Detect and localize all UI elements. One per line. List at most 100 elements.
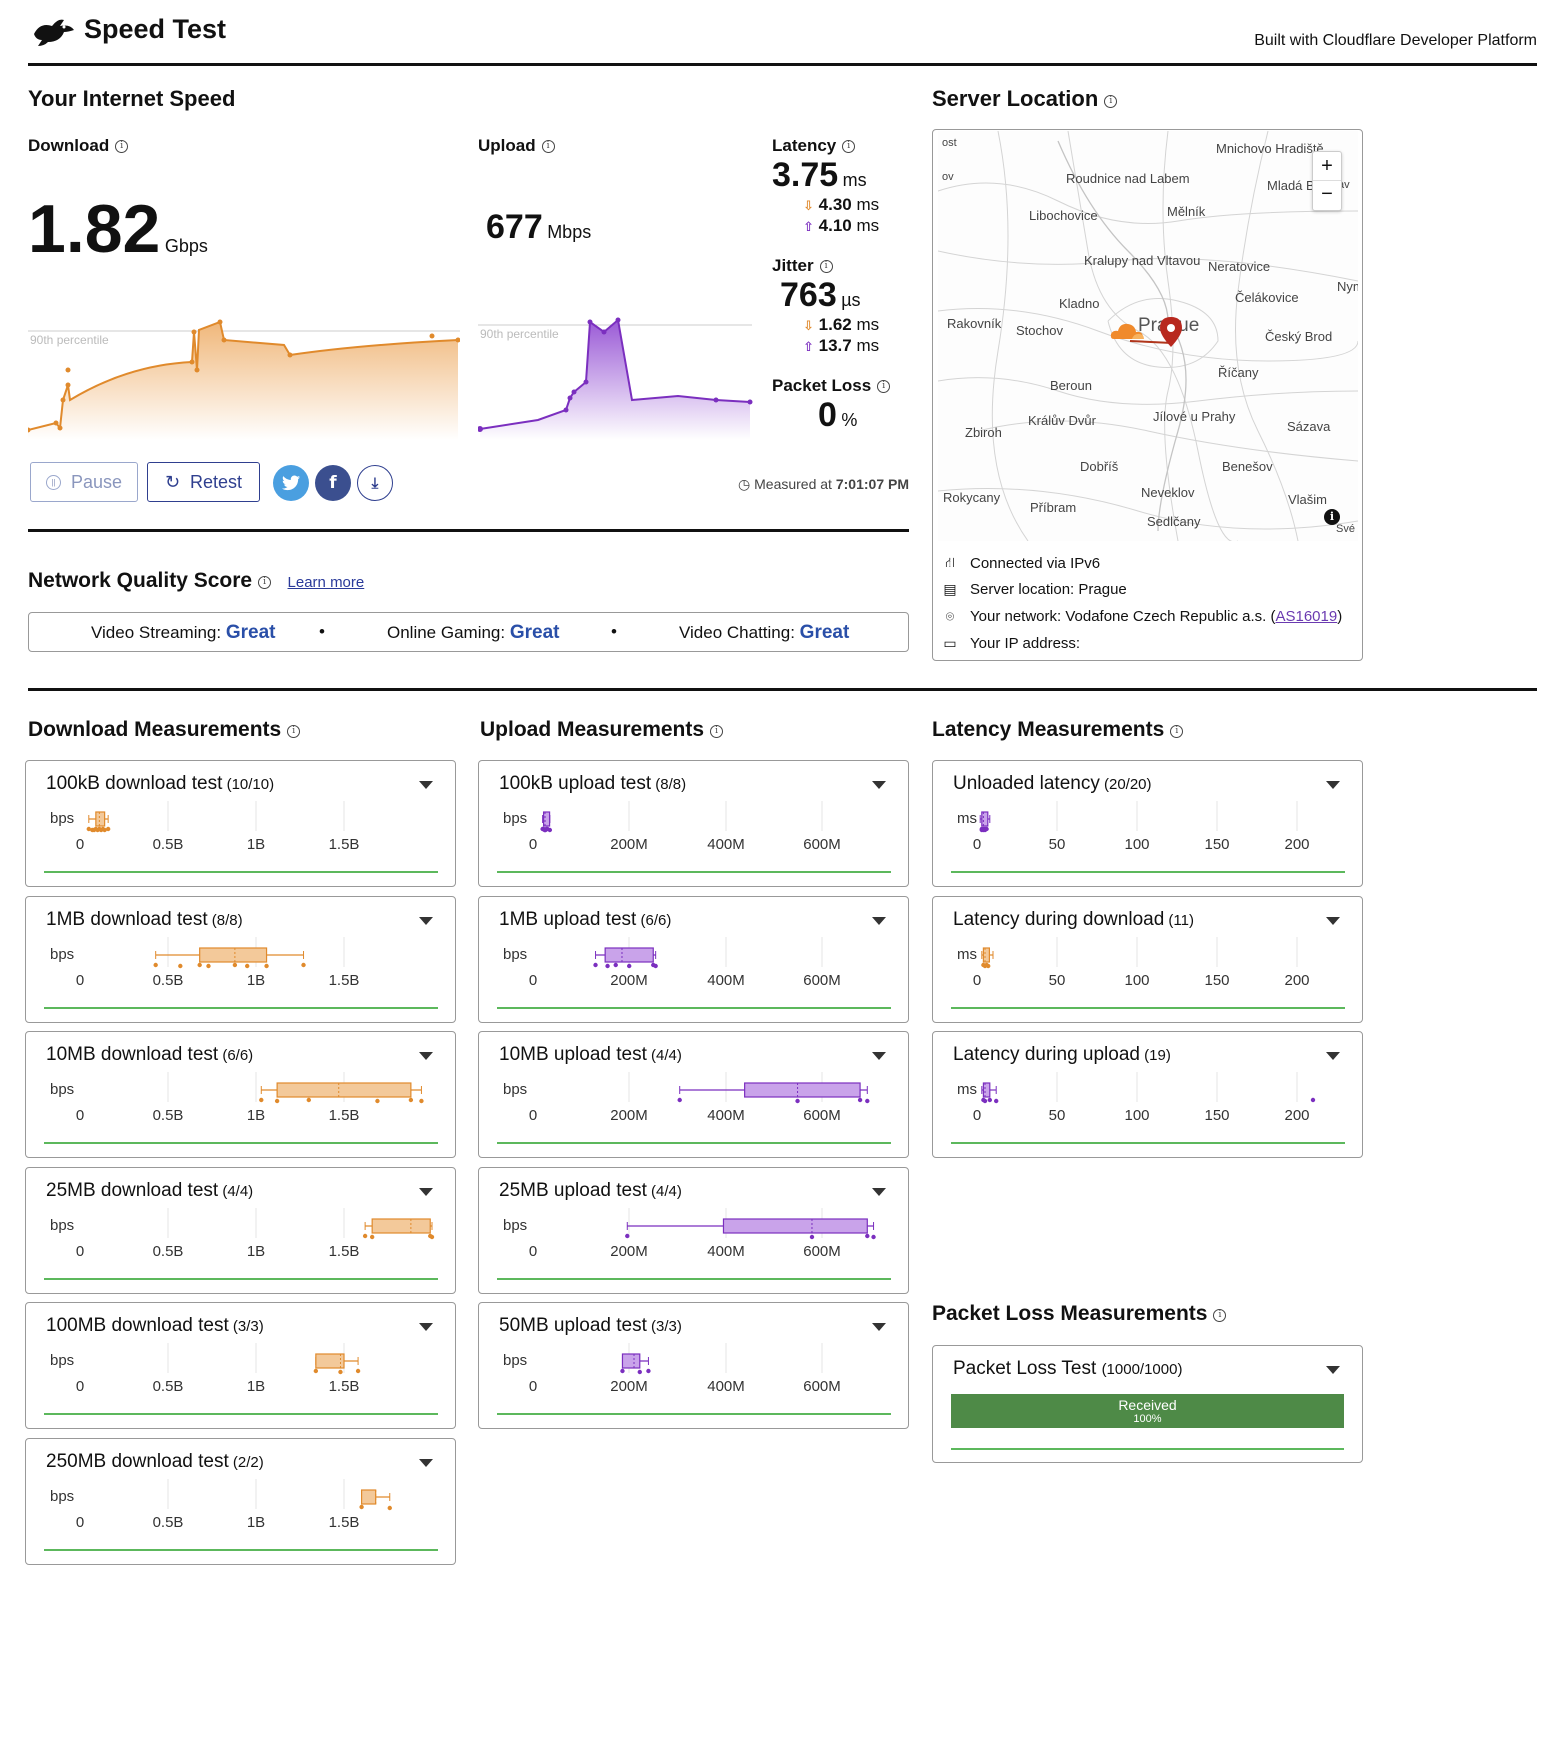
ip-row: ▭ Your IP address: — [943, 635, 1081, 652]
twitter-share-button[interactable] — [273, 465, 309, 501]
jitter-download: ⇩ 1.62 ms — [803, 315, 880, 334]
axis-tick-label: 1B — [247, 1514, 265, 1531]
download-test-card-title: 10MB download test (6/6) — [46, 1044, 254, 1065]
data-point — [865, 1098, 870, 1104]
axis-tick-label: 200 — [1284, 836, 1309, 853]
info-icon[interactable]: i — [1213, 1309, 1227, 1323]
chevron-down-icon[interactable] — [419, 1187, 433, 1196]
info-icon[interactable]: i — [541, 140, 555, 154]
data-point — [86, 826, 91, 832]
info-icon[interactable]: i — [115, 140, 129, 154]
retest-button[interactable]: ↻ Retest — [147, 462, 260, 502]
chevron-down-icon[interactable] — [872, 1323, 886, 1331]
asn-link[interactable]: AS16019 — [1275, 608, 1338, 625]
axis-tick-label: 0.5B — [153, 972, 184, 989]
axis-tick-label: 0 — [76, 1243, 84, 1260]
learn-more-link[interactable]: Learn more — [287, 574, 365, 591]
upload-test-card[interactable]: 10MB upload test (4/4) bps 0 200M 400M 600M — [478, 1031, 909, 1158]
map-label: Kladno — [1059, 296, 1100, 311]
map-label: Říčany — [1218, 365, 1259, 380]
map-label: Zbiroh — [965, 425, 1002, 440]
chevron-down-icon[interactable] — [872, 781, 886, 789]
info-icon[interactable]: i — [842, 140, 856, 154]
latency-measurements-title-row: Latency Measurements i — [932, 718, 1184, 742]
data-point — [153, 962, 158, 967]
info-icon[interactable]: i — [1170, 725, 1184, 739]
map-label: Své — [1336, 523, 1355, 535]
zoom-in-button[interactable]: + — [1313, 152, 1341, 181]
chevron-down-icon[interactable] — [872, 1187, 886, 1196]
axis-tick-label: 0 — [76, 1107, 84, 1124]
facebook-share-button[interactable]: f — [315, 465, 351, 501]
upload-test-card[interactable]: 100kB upload test (8/8) bps 0 200M 400M 600M — [478, 760, 909, 887]
packet-measurements-title-row: Packet Loss Measurements i — [932, 1302, 1227, 1326]
chevron-down-icon[interactable] — [419, 781, 433, 789]
chevron-down-icon[interactable] — [1326, 1366, 1340, 1374]
built-with-link[interactable]: Built with Cloudflare Developer Platform — [1254, 32, 1537, 49]
map-label: Sázava — [1287, 419, 1331, 434]
upload-arrow-icon: ⇧ — [803, 339, 814, 354]
chevron-down-icon[interactable] — [1326, 1052, 1340, 1060]
chevron-down-icon[interactable] — [419, 916, 433, 925]
info-icon[interactable]: i — [819, 260, 833, 274]
axis-unit-label: bps — [50, 1081, 74, 1098]
info-icon[interactable]: i — [1104, 95, 1118, 109]
axis-tick-label: 0.5B — [153, 1107, 184, 1124]
box — [981, 811, 989, 827]
chevron-down-icon[interactable] — [872, 916, 886, 925]
download-test-card-title: 1MB download test (8/8) — [46, 908, 243, 930]
data-point — [102, 827, 107, 833]
upload-test-card[interactable]: 50MB upload test (3/3) bps 0 200M 400M 600M — [478, 1302, 909, 1429]
upload-test-card[interactable]: 1MB upload test (6/6) bps 0 200M 400M 600M — [478, 895, 909, 1023]
server-title-row: Server Location i — [932, 86, 1118, 112]
map-attribution-info-icon[interactable]: i — [1324, 509, 1340, 525]
download-test-card[interactable]: 100MB download test (3/3) bps 0 0.5B 1B 1.5B — [25, 1302, 456, 1429]
axis-unit-label: bps — [50, 1217, 74, 1234]
map-label: Roudnice nad Labem — [1066, 171, 1190, 186]
chevron-down-icon[interactable] — [419, 1323, 433, 1331]
map-label: Rokycany — [943, 490, 1001, 505]
data-point — [178, 963, 183, 968]
info-icon[interactable]: i — [287, 725, 301, 739]
map-label: Kralupy nad Vltavou — [1084, 253, 1201, 268]
pause-button[interactable]: || Pause — [30, 462, 138, 502]
axis-tick-label: 400M — [707, 836, 745, 853]
zoom-out-button[interactable]: − — [1321, 183, 1333, 205]
chevron-down-icon[interactable] — [1326, 781, 1340, 789]
download-test-card[interactable]: 1MB download test (8/8) bps 0 0.5B 1B 1.5B — [25, 895, 456, 1023]
logo[interactable] — [30, 14, 76, 50]
download-test-card[interactable]: 25MB download test (4/4) bps 0 0.5B 1B 1.5B — [25, 1166, 456, 1294]
download-test-card[interactable]: 250MB download test (2/2) bps 0 0.5B 1B 1.5B — [25, 1437, 456, 1565]
latency-test-card[interactable]: Latency during download (11) ms 0 50 100 150 2… — [932, 895, 1363, 1023]
packet-loss-card[interactable]: Packet Loss Test (1000/1000) Received 10… — [932, 1345, 1363, 1463]
data-point — [982, 1098, 988, 1104]
latency-test-card[interactable]: Latency during upload (19) ms 0 50 100 150 200 — [932, 1031, 1363, 1158]
chevron-down-icon[interactable] — [419, 1052, 433, 1060]
download-test-card[interactable]: 10MB download test (6/6) bps 0 0.5B 1B 1.5B — [25, 1031, 456, 1158]
chevron-down-icon[interactable] — [419, 1458, 433, 1467]
chevron-down-icon[interactable] — [1326, 916, 1340, 925]
data-point — [419, 1098, 424, 1104]
map-label: Vlašim — [1288, 492, 1328, 507]
axis-tick-label: 600M — [803, 972, 841, 989]
map[interactable]: ost Mnichovo Hradiště Roudnice nad Labem… — [938, 131, 1358, 541]
info-icon[interactable]: i — [877, 380, 891, 394]
download-measurements-title-row: Download Measurements i — [28, 718, 301, 742]
upload-test-card[interactable]: 25MB upload test (4/4) bps 0 200M 400M 600M — [478, 1166, 909, 1294]
latency-test-card[interactable]: Unloaded latency (20/20) ms 0 50 100 150 200 — [932, 760, 1363, 887]
info-icon[interactable]: i — [710, 725, 724, 739]
map-label: Beroun — [1050, 378, 1092, 393]
info-icon[interactable]: i — [258, 576, 272, 590]
download-test-card-title: 100kB download test (10/10) — [46, 773, 275, 794]
chevron-down-icon[interactable] — [872, 1052, 886, 1060]
download-chart: 90th percentile — [28, 319, 460, 440]
download-results-button[interactable]: ⤓ — [357, 465, 393, 501]
latency-upload: ⇧ 4.10 ms — [803, 216, 880, 235]
download-test-card[interactable]: 100kB download test (10/10) bps 0 0.5B 1B 1.5… — [25, 760, 456, 887]
quality-title-row: Network Quality Score i Learn more — [28, 569, 364, 593]
axis-tick-label: 1.5B — [329, 1514, 360, 1531]
box — [722, 1217, 868, 1234]
data-point — [613, 962, 618, 967]
axis-unit-label: ms — [957, 810, 977, 827]
